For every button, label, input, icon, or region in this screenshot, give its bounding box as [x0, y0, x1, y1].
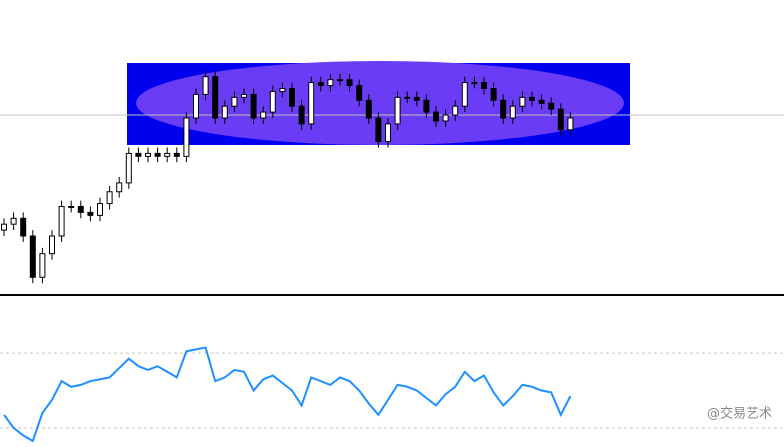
candle-body — [241, 93, 247, 98]
candle-body — [442, 114, 449, 122]
candle-body — [58, 206, 65, 237]
candle-body — [519, 96, 526, 107]
candle-body — [509, 105, 516, 119]
candle-body — [29, 235, 36, 278]
candle-body — [135, 152, 142, 157]
candle-body — [87, 211, 94, 216]
candle-body — [289, 88, 295, 107]
candle-body — [39, 253, 46, 278]
candle-body — [250, 93, 257, 119]
candle-body — [68, 206, 75, 208]
candle-body — [231, 96, 238, 107]
candle-body — [481, 82, 487, 89]
candle-body — [404, 96, 411, 99]
candle-body — [10, 217, 17, 225]
candle-body — [346, 79, 353, 87]
candle-body — [145, 152, 151, 157]
range-ellipse — [136, 61, 624, 145]
candle-body — [538, 99, 545, 104]
candle-body — [423, 99, 430, 113]
candle-body — [106, 191, 113, 205]
watermark: @交易艺术 — [707, 406, 772, 422]
candle-body — [433, 111, 439, 122]
candle-body — [269, 90, 276, 113]
indicator-panel — [0, 346, 784, 443]
candle-body — [260, 111, 267, 119]
candle-body — [298, 105, 305, 125]
candle-body — [557, 108, 564, 131]
candles — [1, 70, 574, 284]
candle-body — [202, 76, 209, 95]
candle-body — [529, 96, 535, 101]
candle-body — [548, 102, 555, 110]
candle-body — [490, 88, 497, 101]
candle-body — [116, 182, 123, 193]
candle-body — [308, 82, 315, 125]
candle-body — [77, 206, 84, 213]
candle-body — [413, 96, 420, 101]
candle-body — [183, 117, 190, 157]
candle-body — [385, 123, 391, 143]
candle-body — [193, 93, 199, 119]
candle-body — [20, 217, 27, 237]
candle-body — [212, 76, 219, 119]
candle-body — [461, 82, 468, 107]
candle-body — [173, 152, 180, 157]
candle-body — [154, 152, 161, 157]
candle-body — [375, 117, 382, 143]
candle-body — [164, 152, 171, 157]
candle-body — [356, 85, 363, 101]
indicator-line — [3, 346, 572, 443]
candle-body — [49, 235, 55, 255]
candle-body — [279, 88, 286, 92]
candle-body — [471, 82, 478, 85]
candle-body — [500, 99, 507, 119]
candle-body — [452, 105, 459, 116]
candle-body — [317, 82, 324, 87]
candle-body — [567, 117, 574, 131]
candle-body — [365, 99, 372, 119]
candle-body — [125, 152, 132, 184]
panel-separator — [0, 294, 784, 296]
candle-body — [97, 203, 103, 216]
candle-body — [394, 96, 401, 125]
candle-body — [221, 105, 228, 119]
candle-body — [337, 79, 343, 82]
candle-body — [327, 79, 334, 87]
candle-body — [1, 223, 7, 231]
